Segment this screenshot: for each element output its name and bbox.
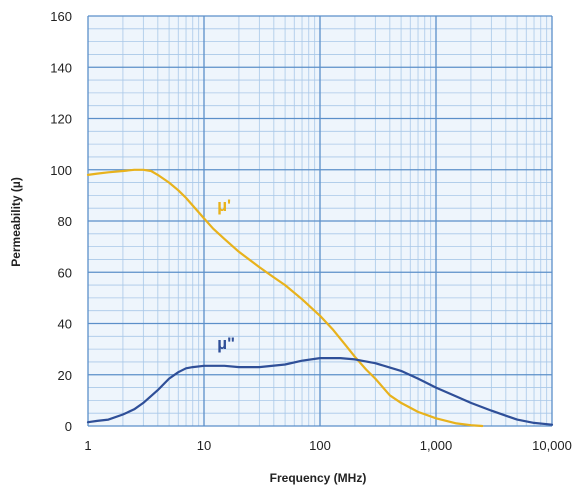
series-label-1: µ'	[217, 196, 231, 215]
x-tick-label: 1	[84, 438, 91, 453]
series-layer	[86, 168, 554, 428]
series-label-2: µ"	[217, 334, 235, 353]
y-tick-label: 40	[58, 317, 72, 332]
x-axis-title: Frequency (MHz)	[270, 471, 367, 485]
y-tick-labels: 0 20 40 60 80 100 120 140 160	[50, 9, 72, 434]
x-tick-labels: 1 10 100 1,000 10,000	[84, 438, 572, 453]
x-tick-label: 100	[309, 438, 331, 453]
y-tick-label: 0	[65, 419, 72, 434]
y-tick-label: 100	[50, 163, 72, 178]
y-tick-label: 120	[50, 112, 72, 127]
x-tick-label: 10,000	[532, 438, 572, 453]
y-tick-label: 80	[58, 214, 72, 229]
y-axis-title: Permeability (µ)	[9, 177, 23, 267]
x-tick-label: 1,000	[420, 438, 453, 453]
series-annotations: µ' µ"	[217, 196, 235, 353]
series-line-1	[86, 168, 484, 428]
y-tick-label: 160	[50, 9, 72, 24]
y-tick-label: 60	[58, 265, 72, 280]
y-tick-label: 20	[58, 368, 72, 383]
y-tick-label: 140	[50, 60, 72, 75]
x-tick-label: 10	[197, 438, 211, 453]
series-line-2	[86, 357, 554, 426]
